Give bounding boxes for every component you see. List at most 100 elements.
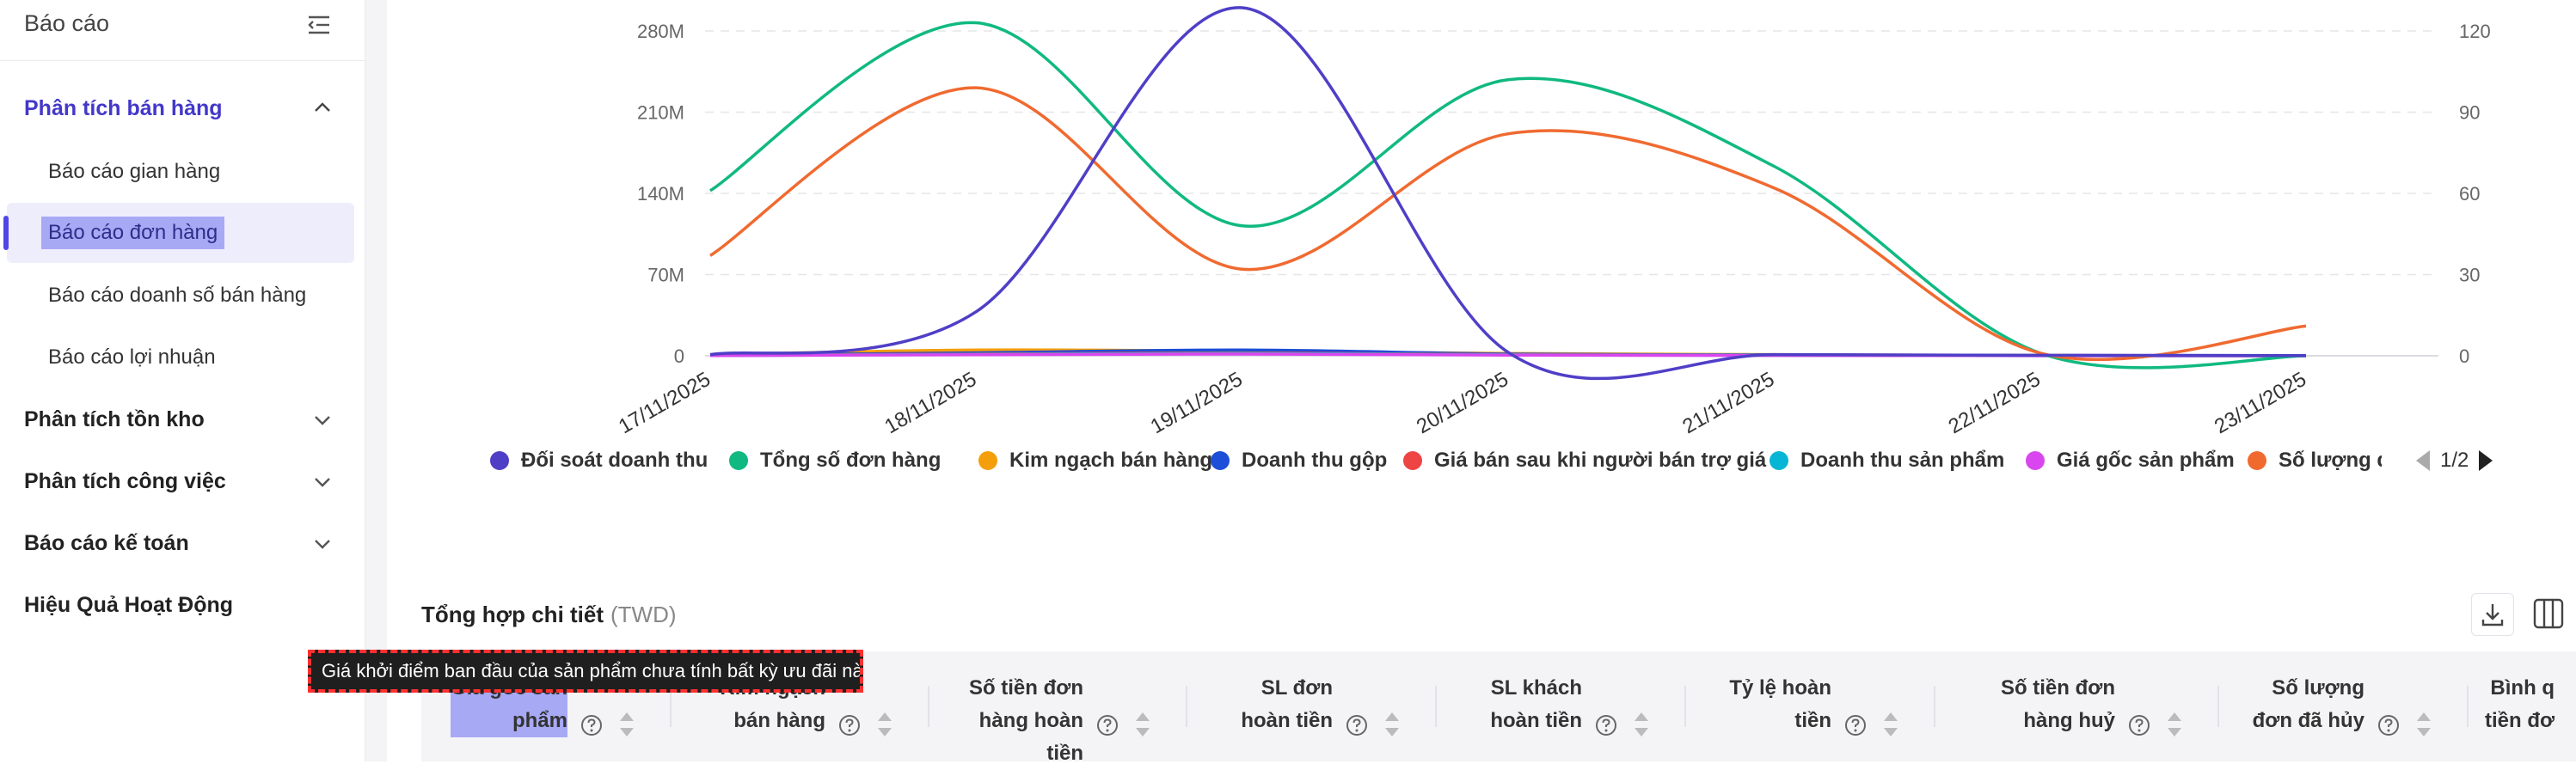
table-header-cell[interactable]: SL đơn hoàn tiền [1187, 651, 1436, 761]
column-separator [1684, 686, 1686, 727]
column-separator [1435, 686, 1437, 727]
sort-icon[interactable] [617, 710, 636, 739]
sidebar-group-work-analysis[interactable]: Phân tích công việc [24, 469, 226, 493]
chevron-down-icon[interactable] [311, 471, 334, 493]
column-label: SL đơn hoàn tiền [1241, 676, 1333, 732]
download-icon [2481, 604, 2504, 626]
sidebar-group-performance[interactable]: Hiệu Quả Hoạt Động [24, 593, 234, 617]
legend-dot [490, 451, 509, 470]
series-line [709, 6, 2307, 381]
column-separator [2467, 686, 2469, 727]
legend-page: 1/2 [2440, 449, 2469, 472]
sort-icon[interactable] [875, 710, 894, 739]
y-tick-left: 280M [637, 21, 684, 42]
column-label: Tỷ lệ hoàn tiền [1729, 676, 1831, 732]
table-header-cell[interactable]: Số lượng đơn đã hủy [2218, 651, 2468, 761]
column-separator [1934, 686, 1935, 727]
column-label: SL khách hoàn tiền [1490, 676, 1582, 732]
y-tick-right: 120 [2459, 21, 2491, 42]
sort-icon[interactable] [1881, 710, 1900, 739]
legend-item[interactable]: Giá bán sau khi người bán trợ giá [1403, 447, 1766, 474]
column-label: Số tiền đơn hàng hoàn tiền [968, 676, 1083, 765]
legend-item[interactable]: Đối soát doanh thu [490, 447, 708, 474]
table-header-cell[interactable]: Bình q tiền đơ [2468, 651, 2576, 761]
chevron-down-icon[interactable] [311, 409, 334, 431]
legend-pager: 1/2 [2416, 447, 2493, 474]
sidebar-group-inventory-analysis[interactable]: Phân tích tồn kho [24, 407, 205, 431]
legend-dot [2248, 451, 2266, 470]
download-button[interactable] [2471, 593, 2514, 636]
columns-icon [2533, 598, 2564, 629]
column-label: Số tiền đơn hàng huỷ [2000, 676, 2115, 732]
chart-legend: Đối soát doanh thu Tổng số đơn hàng Kim ng… [490, 447, 2382, 474]
table-header-cell[interactable]: SL khách hoàn tiền [1436, 651, 1685, 761]
legend-dot [1769, 451, 1788, 470]
legend-item[interactable]: Số lượng đơn [2248, 447, 2382, 474]
column-tooltip: Giá khởi điểm ban đầu của sản phẩm chưa … [308, 650, 863, 693]
columns-button[interactable] [2528, 593, 2569, 634]
sidebar-item-sales-report[interactable]: Báo cáo doanh số bán hàng [48, 284, 307, 307]
x-tick: 23/11/2025 [2211, 368, 2310, 438]
column-separator [670, 686, 672, 727]
legend-dot [2026, 451, 2045, 470]
sidebar-group-sales-analysis[interactable]: Phân tích bán hàng [24, 96, 223, 120]
legend-next-icon[interactable] [2479, 450, 2493, 471]
table-header-cell[interactable]: Tỷ lệ hoàn tiền [1685, 651, 1935, 761]
y-tick-left: 140M [637, 183, 684, 205]
sort-icon[interactable] [1632, 710, 1651, 739]
legend-dot [729, 451, 748, 470]
sort-icon[interactable] [2165, 710, 2184, 739]
help-icon[interactable] [1843, 713, 1868, 737]
help-icon[interactable] [1594, 713, 1618, 737]
sort-icon[interactable] [1133, 710, 1152, 739]
help-icon[interactable] [580, 713, 604, 737]
sidebar-item-profit-report[interactable]: Báo cáo lợi nhuận [48, 345, 216, 369]
column-separator [928, 686, 929, 727]
sort-icon[interactable] [2414, 710, 2433, 739]
column-separator [1186, 686, 1187, 727]
legend-label: Kim ngạch bán hàng [1009, 449, 1213, 472]
legend-item[interactable]: Giá gốc sản phẩm [2026, 447, 2235, 474]
sort-icon[interactable] [1383, 710, 1401, 739]
x-tick: 22/11/2025 [1945, 368, 2045, 438]
table-header-cell[interactable]: Số tiền đơn hàng hoàn tiền [929, 651, 1187, 765]
column-separator [2217, 686, 2219, 727]
sidebar-item-order-report-label[interactable]: Báo cáo đơn hàng [41, 217, 225, 249]
sidebar-title: Báo cáo [24, 10, 110, 36]
legend-label: Số lượng đơn [2279, 449, 2382, 472]
sidebar-item-store-report[interactable]: Báo cáo gian hàng [48, 160, 221, 183]
legend-dot [1211, 451, 1230, 470]
help-icon[interactable] [2127, 713, 2151, 737]
legend-item[interactable]: Tổng số đơn hàng [729, 447, 941, 474]
sidebar: Báo cáo Phân tích bán hàng Báo cáo gian … [0, 0, 365, 761]
chevron-up-icon[interactable] [311, 96, 334, 119]
chevron-down-icon[interactable] [311, 533, 334, 555]
legend-prev-icon[interactable] [2416, 450, 2430, 471]
legend-label: Giá bán sau khi người bán trợ giá [1434, 449, 1767, 472]
help-icon[interactable] [1345, 713, 1369, 737]
table-header-cell[interactable]: Số tiền đơn hàng huỷ [1935, 651, 2218, 761]
content-gutter [365, 0, 387, 761]
help-icon[interactable] [837, 713, 862, 737]
legend-item[interactable]: Doanh thu sản phẩm [1769, 447, 2004, 474]
collapse-sidebar-icon[interactable] [306, 12, 332, 38]
legend-dot [1403, 451, 1422, 470]
y-tick-left: 210M [637, 102, 684, 124]
legend-label: Giá gốc sản phẩm [2057, 449, 2235, 472]
y-tick-left: 70M [647, 265, 684, 286]
y-tick-left: 0 [674, 345, 684, 367]
help-icon[interactable] [1095, 713, 1119, 737]
sidebar-group-accounting-report[interactable]: Báo cáo kế toán [24, 531, 189, 555]
legend-item[interactable]: Doanh thu gộp [1211, 447, 1387, 474]
y-tick-right: 30 [2459, 265, 2480, 286]
sidebar-header: Báo cáo [0, 0, 365, 61]
legend-label: Tổng số đơn hàng [760, 449, 941, 472]
y-tick-right: 60 [2459, 183, 2480, 205]
legend-item[interactable]: Kim ngạch bán hàng [978, 447, 1212, 474]
help-icon[interactable] [2377, 713, 2401, 737]
x-tick: 20/11/2025 [1413, 368, 1512, 438]
legend-label: Đối soát doanh thu [521, 449, 708, 472]
legend-label: Doanh thu gộp [1242, 449, 1388, 472]
x-tick: 19/11/2025 [1147, 368, 1247, 438]
